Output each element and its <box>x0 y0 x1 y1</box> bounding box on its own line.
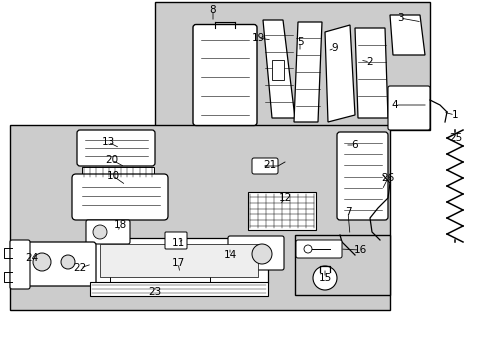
Text: 16: 16 <box>353 245 366 255</box>
Text: 9: 9 <box>331 43 338 53</box>
FancyBboxPatch shape <box>336 132 387 220</box>
Bar <box>110 270 209 282</box>
Text: 18: 18 <box>113 220 126 230</box>
Text: 12: 12 <box>278 193 291 203</box>
Text: 19: 19 <box>251 33 264 43</box>
Text: 21: 21 <box>263 160 276 170</box>
Text: 17: 17 <box>171 258 184 268</box>
Bar <box>10 125 389 310</box>
Text: 20: 20 <box>105 155 118 165</box>
Text: 14: 14 <box>223 250 236 260</box>
Circle shape <box>304 245 311 253</box>
Text: 13: 13 <box>101 137 114 147</box>
Polygon shape <box>389 15 424 55</box>
Text: 26: 26 <box>381 173 394 183</box>
FancyBboxPatch shape <box>164 232 186 249</box>
Text: 23: 23 <box>148 287 162 297</box>
Bar <box>90 238 267 283</box>
Text: 7: 7 <box>344 207 350 217</box>
Text: 4: 4 <box>391 100 398 110</box>
Circle shape <box>312 266 336 290</box>
Text: 15: 15 <box>318 273 331 283</box>
Bar <box>271 60 284 80</box>
Text: 24: 24 <box>25 253 39 263</box>
Text: 1: 1 <box>451 110 457 120</box>
Text: 10: 10 <box>106 171 120 181</box>
Polygon shape <box>293 22 321 122</box>
Text: 8: 8 <box>209 5 216 15</box>
Bar <box>294 235 389 295</box>
FancyBboxPatch shape <box>77 130 155 166</box>
FancyBboxPatch shape <box>227 236 284 270</box>
Bar <box>247 192 315 230</box>
FancyBboxPatch shape <box>72 174 168 220</box>
Circle shape <box>61 255 75 269</box>
FancyBboxPatch shape <box>10 240 30 289</box>
FancyBboxPatch shape <box>251 158 278 174</box>
Text: 11: 11 <box>171 238 184 248</box>
Circle shape <box>93 225 107 239</box>
Text: 25: 25 <box>448 133 462 143</box>
Bar <box>155 2 429 130</box>
Polygon shape <box>263 20 294 118</box>
Text: 6: 6 <box>351 140 358 150</box>
FancyBboxPatch shape <box>86 220 130 244</box>
Bar <box>82 167 154 177</box>
Text: 5: 5 <box>296 37 303 47</box>
Circle shape <box>251 244 271 264</box>
FancyBboxPatch shape <box>193 24 257 126</box>
Polygon shape <box>325 25 354 122</box>
FancyBboxPatch shape <box>387 86 429 130</box>
Polygon shape <box>354 28 387 118</box>
Text: 2: 2 <box>366 57 372 67</box>
FancyBboxPatch shape <box>295 240 341 258</box>
Text: 3: 3 <box>396 13 403 23</box>
Text: 22: 22 <box>73 263 86 273</box>
Bar <box>90 282 267 296</box>
Bar <box>100 244 258 277</box>
FancyBboxPatch shape <box>22 242 96 286</box>
Circle shape <box>33 253 51 271</box>
